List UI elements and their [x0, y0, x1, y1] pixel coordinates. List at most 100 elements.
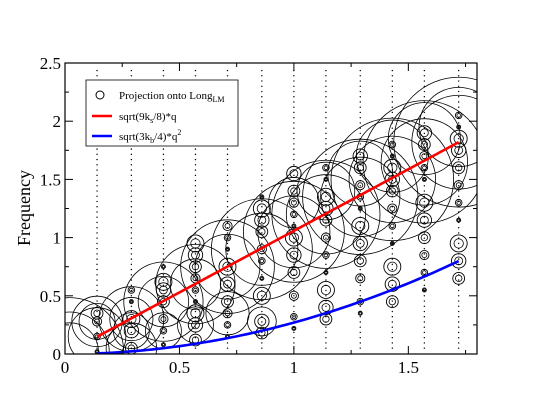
mode-dot — [457, 75, 460, 77]
mode-dot — [226, 232, 229, 234]
mode-dot — [96, 247, 98, 250]
mode-point — [385, 295, 399, 308]
mode-dot — [162, 242, 165, 245]
mode-point-inner — [358, 206, 362, 210]
mode-dot — [293, 158, 295, 161]
projection-circle — [65, 322, 99, 354]
mode-dot — [423, 122, 426, 124]
mode-dot — [423, 195, 426, 197]
mode-dot — [423, 300, 426, 302]
mode-dot — [391, 75, 394, 77]
mode-dot — [261, 101, 263, 103]
mode-dot — [293, 200, 295, 203]
mode-dot — [457, 80, 460, 82]
mode-point-inner — [355, 239, 365, 248]
mode-dot — [457, 85, 460, 87]
mode-point — [288, 197, 299, 208]
mode-dot — [457, 242, 460, 245]
mode-dot — [162, 232, 165, 234]
projection-circle — [123, 261, 204, 342]
mode-dot — [391, 247, 394, 250]
mode-dot — [423, 96, 426, 98]
mode-dot — [293, 316, 295, 318]
mode-dot — [130, 158, 133, 161]
mode-point — [419, 250, 430, 261]
mode-dot — [325, 185, 327, 187]
mode-dot — [325, 137, 327, 140]
mode-dot — [391, 206, 394, 208]
mode-dot — [96, 258, 98, 260]
projection-circle — [180, 219, 275, 314]
mode-dot — [423, 221, 426, 224]
mode-dot — [359, 242, 361, 245]
mode-dot — [96, 253, 98, 255]
mode-dot — [423, 284, 426, 287]
mode-dot — [293, 127, 295, 129]
mode-dot — [162, 190, 165, 192]
mode-point — [451, 253, 467, 269]
mode-dot — [325, 117, 327, 119]
mode-dot — [293, 242, 295, 245]
mode-dot — [325, 96, 327, 98]
mode-point — [453, 180, 464, 191]
mode-dot — [96, 169, 98, 171]
mode-point — [456, 217, 462, 223]
mode-dot — [325, 90, 327, 93]
mode-dot — [226, 263, 229, 266]
mode-dot — [130, 284, 133, 287]
mode-dot — [194, 289, 197, 292]
mode-point — [286, 247, 302, 263]
plot-data-layer — [65, 69, 477, 354]
mode-dot — [293, 153, 295, 156]
mode-point-inner — [421, 153, 428, 160]
mode-dot — [226, 268, 229, 271]
mode-point-inner — [257, 215, 267, 225]
mode-dot — [293, 143, 295, 145]
mode-dot — [96, 300, 98, 302]
mode-dot — [194, 190, 197, 192]
mode-dot — [391, 90, 394, 93]
mode-dot — [359, 111, 361, 114]
mode-dot — [325, 80, 327, 82]
projection-circle — [67, 307, 127, 354]
mode-dot — [359, 337, 361, 339]
mode-point-inner — [193, 287, 198, 293]
mode-dot — [130, 258, 133, 260]
mode-dot — [457, 190, 460, 192]
x-tick-label: 0 — [61, 358, 70, 377]
mode-point-inner — [456, 113, 461, 118]
mode-dot — [423, 80, 426, 82]
mode-point-inner — [388, 187, 396, 195]
mode-dot — [226, 200, 229, 203]
mode-dot — [130, 148, 133, 150]
mode-dot — [359, 274, 361, 276]
mode-dot — [457, 326, 460, 328]
mode-dot — [96, 148, 98, 150]
mode-point-inner — [420, 233, 429, 242]
mode-dot — [457, 216, 460, 218]
mode-point-inner — [323, 234, 329, 241]
mode-dot — [325, 316, 327, 318]
mode-dot — [194, 174, 197, 177]
projection-circle — [393, 76, 477, 208]
mode-dot — [325, 289, 327, 292]
mode-dot — [226, 310, 229, 313]
mode-dot — [194, 169, 197, 171]
mode-dot — [325, 143, 327, 145]
mode-dot — [96, 268, 98, 271]
mode-dot — [359, 316, 361, 318]
mode-dot — [194, 221, 197, 224]
mode-point — [449, 129, 468, 148]
curve-layer — [96, 141, 460, 354]
mode-point-inner — [355, 220, 366, 232]
mode-point-inner — [420, 140, 429, 149]
mode-point — [454, 111, 463, 120]
projection-circle — [247, 306, 277, 337]
mode-point — [154, 272, 173, 291]
mode-point — [352, 148, 368, 164]
mode-point-inner — [223, 279, 232, 289]
mode-point — [286, 165, 302, 182]
mode-point — [284, 228, 303, 247]
y-tick-label: 0 — [53, 345, 62, 364]
mode-dot — [96, 211, 98, 213]
